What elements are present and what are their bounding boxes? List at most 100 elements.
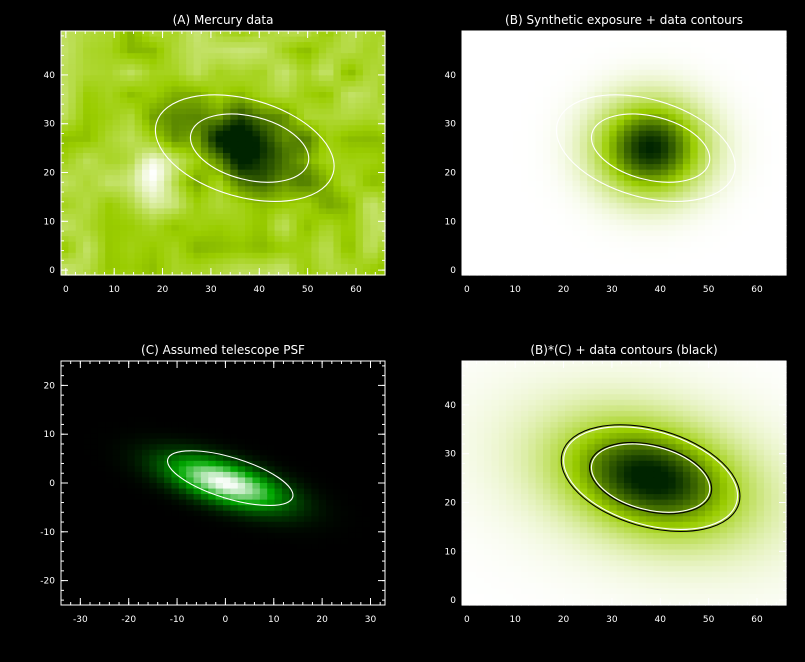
image-cell — [142, 230, 150, 237]
image-cell — [193, 86, 202, 93]
image-cell — [259, 214, 268, 221]
image-cell — [178, 92, 187, 99]
image-cell — [377, 366, 386, 373]
image-cell — [484, 103, 493, 110]
image-cell — [469, 119, 478, 126]
image-cell — [682, 97, 691, 104]
image-cell — [296, 361, 305, 368]
image-cell — [223, 191, 231, 198]
image-cell — [462, 153, 470, 160]
image-cell — [83, 191, 92, 198]
image-cell — [326, 438, 335, 445]
image-cell — [164, 202, 173, 210]
image-cell — [267, 53, 276, 60]
image-cell — [105, 147, 114, 154]
image-cell — [259, 455, 268, 462]
image-cell — [682, 252, 691, 259]
image-cell — [259, 53, 268, 60]
image-cell — [543, 175, 551, 182]
image-cell — [193, 416, 202, 423]
image-cell — [763, 225, 772, 232]
image-cell — [215, 394, 224, 401]
image-cell — [267, 97, 276, 104]
image-cell — [712, 225, 721, 232]
image-cell — [252, 158, 261, 165]
image-cell — [215, 86, 224, 93]
image-cell — [296, 405, 305, 412]
image-cell — [370, 366, 379, 373]
image-cell — [476, 53, 485, 60]
image-cell — [348, 361, 357, 368]
image-cell — [668, 214, 677, 221]
x-tick-label: 50 — [703, 285, 715, 295]
image-cell — [230, 141, 239, 149]
image-cell — [112, 366, 121, 373]
image-cell — [149, 36, 158, 43]
image-cell — [355, 252, 364, 259]
image-cell — [565, 158, 574, 165]
image-cell — [61, 80, 69, 88]
image-cell — [178, 202, 187, 210]
image-cell — [340, 64, 349, 71]
image-cell — [186, 47, 195, 54]
image-cell — [609, 186, 618, 193]
image-cell — [75, 141, 84, 149]
image-cell — [340, 449, 349, 456]
image-cell — [370, 427, 379, 434]
image-cell — [727, 130, 736, 137]
image-cell — [690, 42, 699, 49]
image-cell — [362, 263, 371, 271]
image-cell — [223, 97, 231, 104]
image-cell — [631, 125, 640, 132]
image-cell — [186, 444, 195, 451]
image-cell — [171, 263, 180, 271]
image-cell — [377, 455, 386, 462]
image-cell — [127, 186, 136, 193]
image-cell — [370, 180, 379, 187]
image-cell — [230, 80, 239, 88]
image-cell — [296, 64, 305, 71]
image-cell — [333, 53, 342, 60]
image-cell — [778, 236, 787, 243]
image-cell — [119, 388, 128, 395]
image-cell — [156, 80, 165, 88]
image-cell — [186, 114, 195, 121]
image-cell — [719, 31, 728, 38]
image-cell — [105, 197, 114, 204]
image-cell — [362, 449, 371, 456]
image-cell — [646, 269, 655, 276]
image-cell — [245, 125, 254, 132]
image-cell — [565, 269, 574, 276]
image-cell — [245, 444, 254, 451]
image-cell — [200, 108, 209, 115]
image-cell — [631, 36, 640, 43]
image-cell — [311, 208, 320, 215]
image-cell — [579, 164, 588, 171]
image-cell — [340, 202, 349, 210]
image-cell — [178, 64, 187, 71]
image-cell — [215, 158, 224, 165]
image-cell — [215, 263, 224, 271]
image-cell — [281, 191, 290, 198]
image-cell — [245, 75, 254, 82]
image-cell — [690, 141, 699, 149]
image-cell — [528, 241, 537, 248]
image-cell — [476, 214, 485, 221]
image-cell — [208, 47, 217, 54]
image-cell — [484, 197, 493, 204]
image-cell — [727, 86, 736, 93]
image-cell — [311, 103, 320, 110]
image-cell — [186, 416, 195, 423]
image-cell — [675, 180, 684, 187]
image-cell — [370, 405, 379, 412]
image-cell — [712, 269, 721, 276]
image-cell — [756, 47, 765, 54]
image-cell — [281, 383, 290, 390]
image-cell — [61, 416, 69, 423]
image-cell — [68, 230, 77, 237]
image-cell — [513, 236, 522, 243]
image-cell — [112, 75, 121, 82]
image-cell — [193, 422, 202, 429]
image-cell — [61, 258, 69, 265]
y-tick-label: 20 — [44, 169, 56, 179]
